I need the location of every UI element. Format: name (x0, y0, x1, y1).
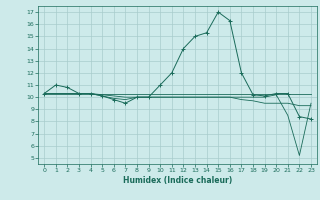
X-axis label: Humidex (Indice chaleur): Humidex (Indice chaleur) (123, 176, 232, 185)
